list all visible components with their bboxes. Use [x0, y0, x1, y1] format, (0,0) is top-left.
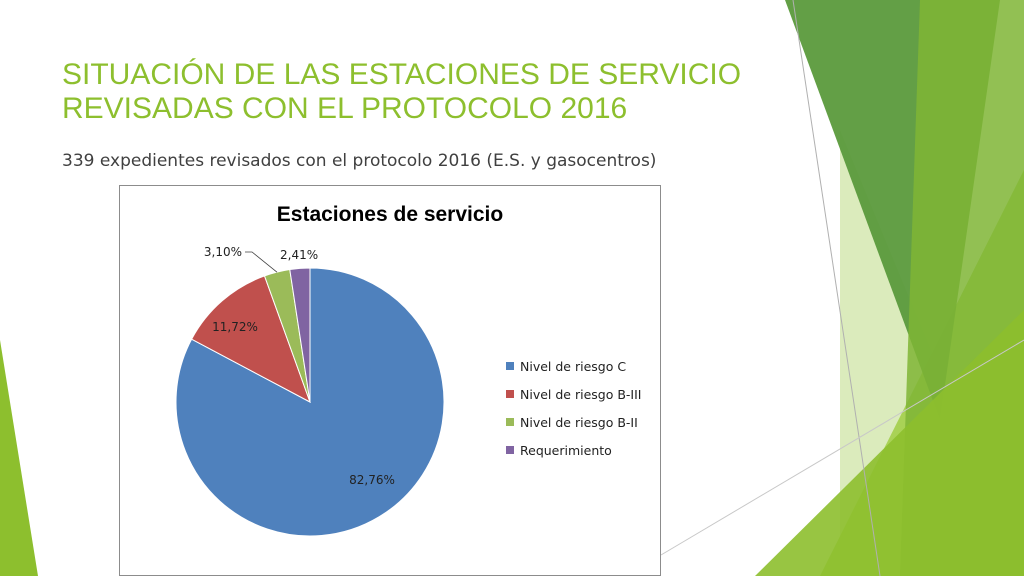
- legend-item-4: Requerimiento: [506, 436, 641, 464]
- legend-label-2: Nivel de riesgo B-III: [520, 386, 642, 402]
- legend-swatch-1: [506, 362, 514, 370]
- data-label-1: 82,76%: [349, 473, 395, 487]
- legend-swatch-2: [506, 390, 514, 398]
- deco-line-1: [792, 0, 881, 576]
- legend-item-2: Nivel de riesgo B-III: [506, 380, 641, 408]
- chart-frame: Estaciones de servicio 82,76% 11,72% 3,10%…: [119, 185, 661, 576]
- slide-subtitle: 339 expedientes revisados con el protoco…: [62, 151, 657, 171]
- legend-item-1: Nivel de riesgo C: [506, 352, 641, 380]
- legend-item-3: Nivel de riesgo B-II: [506, 408, 641, 436]
- legend-swatch-3: [506, 418, 514, 426]
- chart-legend: Nivel de riesgo C Nivel de riesgo B-III Ni…: [506, 352, 641, 464]
- data-label-2: 11,72%: [212, 320, 258, 334]
- legend-label-3: Nivel de riesgo B-II: [520, 414, 638, 430]
- legend-label-4: Requerimiento: [520, 442, 612, 458]
- chart-title: Estaciones de servicio: [277, 203, 503, 226]
- deco-line-2: [660, 339, 1024, 556]
- pie-chart: Estaciones de servicio 82,76% 11,72% 3,10%…: [175, 203, 503, 537]
- pie-slice-2: [190, 275, 311, 404]
- legend-swatch-4: [506, 446, 514, 454]
- data-label-3: 3,10%: [204, 245, 242, 259]
- deco-shape-bottom: [755, 310, 1024, 576]
- data-label-4: 2,41%: [280, 248, 318, 262]
- pie-slice-4: [289, 267, 311, 403]
- legend-label-1: Nivel de riesgo C: [520, 358, 627, 374]
- deco-shape-left: [0, 340, 38, 576]
- slide-title: SITUACIÓN DE LAS ESTACIONES DE SERVICIO …: [62, 58, 742, 125]
- leader-line-3: [245, 251, 278, 273]
